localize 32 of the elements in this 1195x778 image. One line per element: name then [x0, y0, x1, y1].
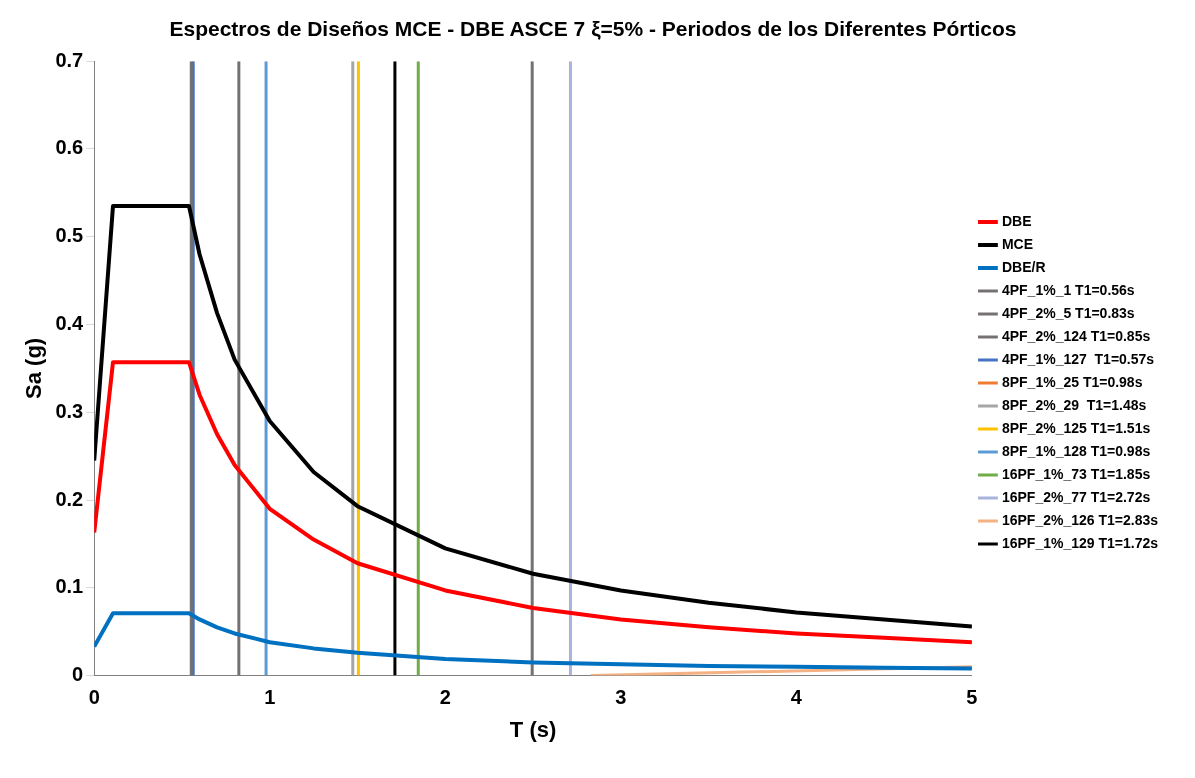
x-tick-label: 4	[790, 686, 803, 709]
legend-label: 16PF_1%_129 T1=1.72s	[1001, 534, 1159, 551]
legend-label: 4PF_1%_1 T1=0.56s	[1001, 281, 1135, 298]
legend-label: DBE	[1001, 212, 1032, 229]
y-tick-label: 0.4	[55, 312, 85, 335]
legend-label: 4PF_1%_127 T1=0.57s	[1001, 350, 1155, 367]
y-axis-title: Sa (g)	[21, 337, 47, 399]
y-tick-label: 0.1	[55, 575, 84, 598]
legend-label: MCE	[1001, 235, 1034, 252]
legend-label: 8PF_1%_25 T1=0.98s	[1001, 373, 1143, 390]
legend-label: 16PF_1%_73 T1=1.85s	[1001, 465, 1151, 482]
x-tick-label: 5	[966, 686, 978, 709]
chart-title: Espectros de Diseños MCE - DBE ASCE 7 ξ=5% - Periodos de los Diferentes Pórticos	[169, 17, 1017, 41]
legend-label: DBE/R	[1001, 258, 1046, 275]
legend-label: 8PF_2%_125 T1=1.51s	[1001, 419, 1151, 436]
y-tick-label: 0.5	[55, 224, 84, 247]
x-tick-label: 3	[615, 686, 627, 709]
legend-label: 4PF_2%_5 T1=0.83s	[1001, 304, 1135, 321]
y-tick-label: 0.3	[55, 399, 84, 422]
legend-label: 4PF_2%_124 T1=0.85s	[1001, 327, 1151, 344]
legend-label: 16PF_2%_126 T1=2.83s	[1001, 511, 1159, 528]
legend-label: 8PF_1%_128 T1=0.98s	[1001, 442, 1151, 459]
y-tick-label: 0	[72, 663, 84, 686]
legend-label: 8PF_2%_29 T1=1.48s	[1001, 396, 1147, 413]
legend-label: 16PF_2%_77 T1=2.72s	[1001, 488, 1151, 505]
y-tick-label: 0.7	[55, 48, 84, 71]
y-tick-label: 0.2	[55, 487, 84, 510]
x-tick-label: 2	[439, 686, 451, 709]
y-tick-label: 0.6	[55, 136, 84, 159]
x-tick-label: 1	[264, 686, 276, 709]
x-tick-label: 0	[88, 686, 100, 709]
x-axis-title: T (s)	[509, 716, 557, 742]
